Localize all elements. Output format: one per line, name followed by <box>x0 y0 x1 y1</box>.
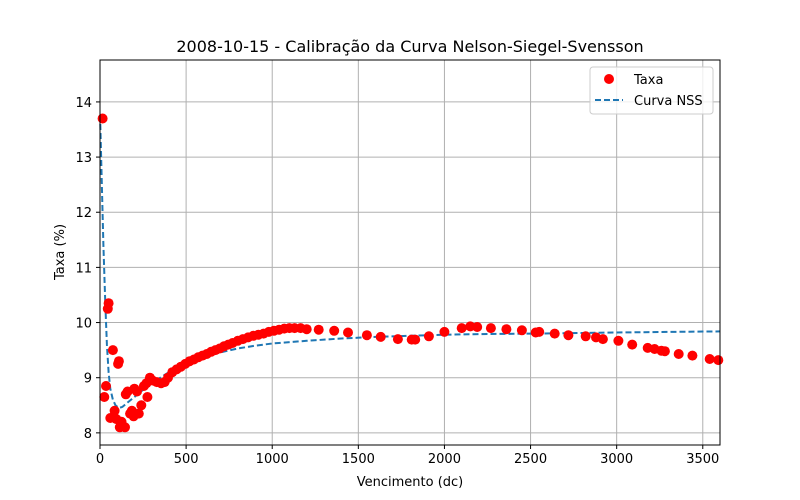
taxa-point <box>549 328 560 339</box>
taxa-point <box>375 331 386 342</box>
taxa-point <box>97 113 108 124</box>
taxa-point <box>423 331 434 342</box>
taxa-point <box>99 392 110 402</box>
taxa-point <box>687 350 698 361</box>
x-tick-label: 3000 <box>600 452 633 467</box>
x-tick-label: 0 <box>96 452 104 467</box>
taxa-point <box>704 354 715 364</box>
taxa-point <box>107 345 118 356</box>
plot-frame <box>99 59 721 446</box>
y-tick-label: 8 <box>84 427 92 442</box>
taxa-point <box>456 323 467 334</box>
taxa-point <box>343 327 353 338</box>
y-tick-label: 13 <box>75 151 92 166</box>
taxa-point <box>439 326 450 337</box>
taxa-point <box>103 298 114 309</box>
taxa-point <box>516 325 527 336</box>
taxa-point <box>133 408 144 419</box>
taxa-point <box>142 392 153 402</box>
taxa-point <box>659 346 670 357</box>
taxa-point <box>392 334 403 345</box>
taxa-point <box>485 323 496 334</box>
x-tick-label: 3500 <box>686 452 719 467</box>
y-axis-label: Taxa (%) <box>53 224 68 281</box>
y-tick-label: 11 <box>75 261 92 276</box>
taxa-point <box>136 400 147 411</box>
x-tick-label: 2500 <box>514 452 547 467</box>
taxa-point <box>410 334 421 345</box>
taxa-point <box>713 355 724 366</box>
taxa-point <box>580 331 591 342</box>
taxa-point <box>361 330 372 341</box>
taxa-point <box>101 381 111 391</box>
y-tick-label: 14 <box>75 96 92 111</box>
taxa-series <box>97 113 724 433</box>
taxa-point <box>613 335 624 346</box>
y-tick-label: 12 <box>75 206 92 221</box>
taxa-point <box>472 322 483 332</box>
legend-taxa-label: Taxa <box>633 73 663 88</box>
x-tick-label: 500 <box>174 452 199 467</box>
taxa-point <box>113 356 124 367</box>
x-tick-label: 1000 <box>256 452 289 467</box>
taxa-point <box>329 325 340 336</box>
taxa-point <box>301 324 312 335</box>
curva-nss-line <box>99 123 721 410</box>
legend-box <box>589 66 714 115</box>
taxa-point <box>501 324 512 335</box>
legend: Taxa Curva NSS <box>589 66 714 115</box>
taxa-point <box>120 422 130 433</box>
y-axis-ticks: 8 9 10 11 12 13 14 <box>75 96 100 442</box>
taxa-point <box>563 330 574 341</box>
y-tick-label: 10 <box>75 317 92 332</box>
x-axis-label: Vencimento (dc) <box>357 475 464 490</box>
y-tick-label: 9 <box>84 372 92 387</box>
taxa-point <box>132 386 142 397</box>
legend-taxa-marker <box>604 74 614 84</box>
x-axis-ticks: 0 500 1000 1500 2000 2500 3000 3500 <box>96 445 719 467</box>
taxa-point <box>597 334 608 345</box>
chart-title: 2008-10-15 - Calibração da Curva Nelson-… <box>176 37 643 56</box>
taxa-point <box>109 405 120 416</box>
taxa-point <box>627 339 638 350</box>
x-tick-label: 2000 <box>428 452 461 467</box>
taxa-point <box>673 349 684 359</box>
legend-curva-nss-label: Curva NSS <box>634 94 703 109</box>
curva-nss-series <box>99 123 721 410</box>
taxa-point <box>313 324 324 335</box>
taxa-point <box>534 326 545 337</box>
x-tick-label: 1500 <box>342 452 375 467</box>
